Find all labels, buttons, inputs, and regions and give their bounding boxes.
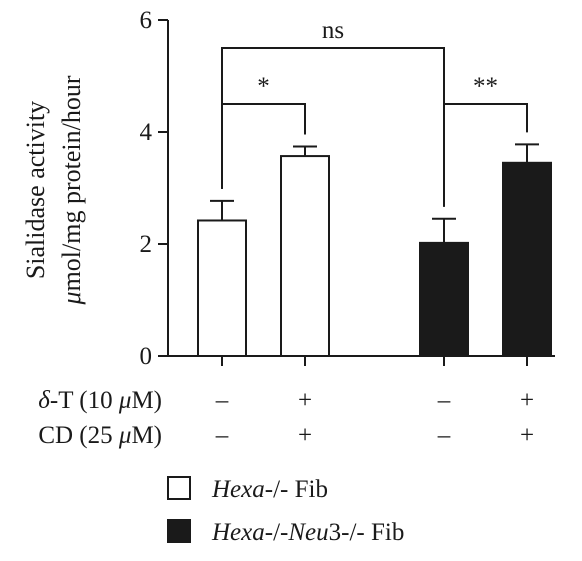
condition-value: –: [215, 422, 229, 449]
condition-label: δ-T (10 μM): [38, 387, 162, 414]
significance-brackets: * **ns: [221, 17, 528, 207]
bar: [502, 161, 552, 357]
y-tick-label: 6: [140, 7, 153, 34]
y-tick-label: 4: [140, 119, 153, 146]
condition-value: +: [520, 422, 534, 449]
condition-value: –: [437, 387, 451, 414]
condition-value: –: [215, 387, 229, 414]
y-tick-label: 2: [140, 231, 153, 258]
condition-label: CD (25 μM): [38, 422, 162, 449]
legend-swatch: [167, 519, 191, 543]
condition-value: +: [520, 387, 534, 414]
bar: [280, 155, 330, 357]
bar: [419, 241, 469, 358]
significance-bracket: [221, 47, 445, 207]
legend-label: Hexa-/- Fib: [211, 476, 328, 503]
bars: [168, 143, 555, 366]
y-tick-label: 0: [140, 343, 153, 370]
y-axis-label-line1: Sialidase activity: [21, 101, 50, 279]
condition-table: δ-T (10 μM) – + – + CD (25 μM) – + – +: [38, 387, 534, 449]
condition-value: +: [298, 422, 312, 449]
condition-value: +: [298, 387, 312, 414]
condition-value: –: [437, 422, 451, 449]
legend-swatch: [167, 476, 191, 500]
bar: [197, 219, 247, 357]
significance-label: **: [473, 73, 498, 100]
y-axis-label-line2: μmol/mg protein/hour: [57, 75, 86, 305]
legend-label: Hexa-/-Neu3-/- Fib: [211, 519, 404, 546]
significance-label: *: [257, 73, 270, 100]
legend: Hexa-/- Fib Hexa-/-Neu3-/- Fib: [167, 476, 404, 546]
significance-label: ns: [322, 17, 344, 44]
